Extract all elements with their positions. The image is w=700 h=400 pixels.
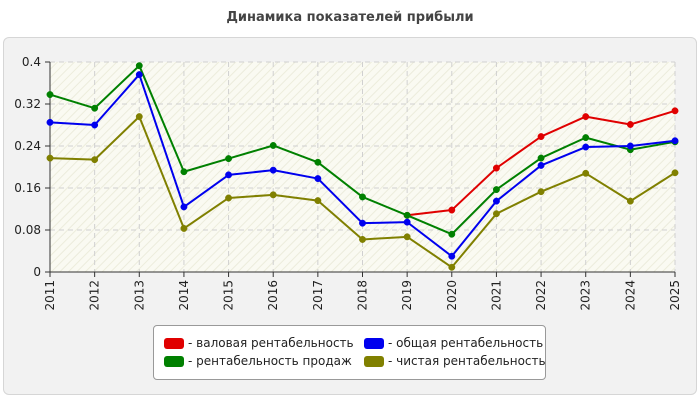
data-point <box>537 133 545 141</box>
data-point <box>537 161 545 169</box>
data-point <box>46 91 54 99</box>
data-point <box>582 113 590 121</box>
data-point <box>626 121 634 128</box>
data-point <box>403 211 411 219</box>
legend-label-net: - чистая рентабельность <box>388 354 546 368</box>
legend-item-total: - общая рентабельность <box>364 336 543 350</box>
data-point <box>46 118 54 126</box>
data-point <box>225 171 233 179</box>
legend-swatch-total <box>364 337 384 349</box>
data-point <box>314 175 322 183</box>
legend-label-total: - общая рентабельность <box>388 336 544 350</box>
legend-item-gross: - валовая рентабельность <box>164 336 354 350</box>
data-point <box>626 197 634 205</box>
data-point <box>180 224 188 232</box>
data-point <box>314 158 322 166</box>
x-tick-label: 2013 <box>132 280 146 311</box>
x-tick-label: 2020 <box>445 280 459 311</box>
data-point <box>671 137 679 145</box>
series-group <box>46 62 679 271</box>
x-tick-label: 2012 <box>88 280 102 311</box>
x-tick-label: 2016 <box>266 280 280 311</box>
data-point <box>626 142 634 150</box>
data-point <box>448 206 456 214</box>
legend-item-net: - чистая рентабельность <box>364 354 546 368</box>
data-point <box>135 62 143 70</box>
data-point <box>46 154 54 162</box>
data-point <box>91 156 99 164</box>
x-tick-label: 2017 <box>311 280 325 311</box>
data-point <box>403 233 411 241</box>
data-point <box>180 203 188 211</box>
data-point <box>91 104 99 112</box>
data-point <box>225 155 233 163</box>
series-2 <box>46 71 679 260</box>
data-point <box>448 263 456 271</box>
data-point <box>269 166 277 174</box>
legend-swatch-net <box>364 355 384 367</box>
y-tick-label: 0.08 <box>14 223 41 237</box>
data-point <box>359 219 366 227</box>
data-point <box>135 113 143 121</box>
data-point <box>671 169 679 177</box>
data-point <box>135 71 143 79</box>
data-point <box>269 142 277 149</box>
data-point <box>359 236 366 243</box>
data-point <box>537 154 545 162</box>
data-point <box>492 197 500 205</box>
x-tick-label: 2019 <box>400 280 414 311</box>
x-tick-label: 2018 <box>356 280 370 311</box>
series-3 <box>46 113 679 271</box>
legend-label-sales: - рентабельность продаж <box>188 354 352 368</box>
data-point <box>582 134 590 142</box>
x-tick-label: 2011 <box>43 280 57 311</box>
chart-title: Динамика показателей прибыли <box>226 10 474 25</box>
data-point <box>403 218 411 226</box>
data-point <box>492 210 500 218</box>
x-tick-label: 2015 <box>222 280 236 311</box>
legend-item-sales: - рентабельность продаж <box>164 354 352 368</box>
x-tick-label: 2021 <box>489 280 503 311</box>
data-point <box>537 188 545 196</box>
y-tick-label: 0.4 <box>22 55 41 69</box>
x-tick-label: 2024 <box>623 280 637 311</box>
data-point <box>448 252 456 260</box>
data-point <box>314 197 322 205</box>
x-tick-label: 2023 <box>579 280 593 311</box>
data-point <box>671 107 679 115</box>
x-tick-label: 2025 <box>668 280 682 311</box>
data-point <box>582 143 590 151</box>
x-tick-label: 2014 <box>177 280 191 311</box>
data-point <box>448 230 456 238</box>
data-point <box>180 168 188 176</box>
data-point <box>225 194 233 202</box>
data-point <box>492 164 500 172</box>
x-tick-label: 2022 <box>534 280 548 311</box>
legend: - валовая рентабельность - рентабельност… <box>153 325 546 380</box>
y-tick-label: 0.32 <box>14 97 41 111</box>
data-point <box>91 121 99 129</box>
data-point <box>359 193 366 201</box>
y-tick-label: 0.16 <box>14 181 41 195</box>
data-point <box>492 186 500 194</box>
data-point <box>582 169 590 177</box>
legend-label-gross: - валовая рентабельность <box>188 336 354 350</box>
legend-swatch-sales <box>164 355 184 367</box>
data-point <box>269 191 277 199</box>
y-tick-label: 0.24 <box>14 139 41 153</box>
legend-swatch-gross <box>164 337 184 349</box>
y-tick-label: 0 <box>33 265 41 279</box>
